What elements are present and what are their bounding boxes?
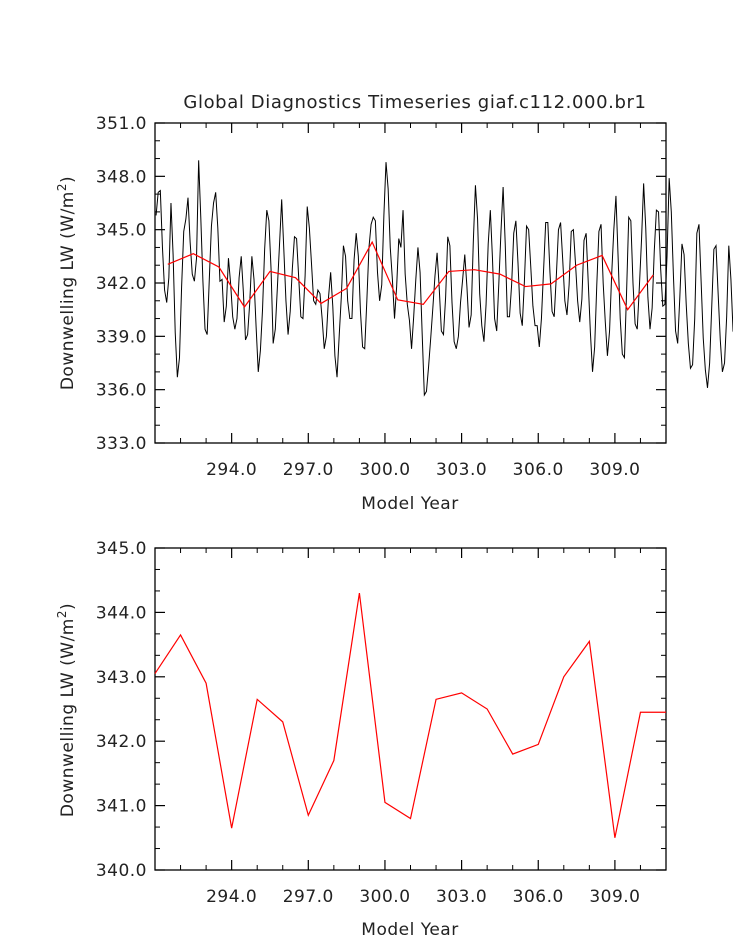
bottom-chart-x-tick-label: 303.0 [436,887,487,907]
top-chart-x-axis-label: Model Year [361,494,458,514]
bottom-chart-y-tick-label: 345.0 [96,539,147,559]
bottom-chart-y-tick-label: 343.0 [96,668,147,688]
bottom-chart-y-tick-label: 341.0 [96,797,147,817]
bottom-chart-x-tick-label: 300.0 [359,887,410,907]
top-chart-x-tick-label: 309.0 [589,460,640,480]
bottom-chart-y-axis-label: Downwelling LW (W/m2) [55,603,78,817]
top-chart-x-tick-label: 306.0 [513,460,564,480]
top-chart-y-tick-label: 339.0 [96,327,147,347]
top-chart-y-tick-label: 345.0 [96,221,147,241]
top-chart-annual-series [167,240,654,311]
top-chart-y-tick-label: 348.0 [96,167,147,187]
top-chart-y-tick-label: 336.0 [96,381,147,401]
bottom-chart-annual-series [154,592,666,838]
bottom-chart: 294.0 297.0 300.0 303.0 306.0 309.0 340.0 341.0… [55,539,667,940]
top-chart-x-tick-label: 303.0 [436,460,487,480]
top-chart-y-tick-label: 342.0 [96,274,147,294]
bottom-chart-x-tick-label: 306.0 [513,887,564,907]
bottom-chart-ticks [154,547,667,871]
top-chart-x-tick-label: 300.0 [359,460,410,480]
top-chart-y-tick-label: 351.0 [96,114,147,134]
top-chart-y-tick-label: 333.0 [96,434,147,454]
bottom-chart-x-axis-label: Model Year [361,920,458,940]
chart-title: Global Diagnostics Timeseries giaf.c112.… [183,92,646,113]
bottom-chart-y-tick-label: 342.0 [96,732,147,752]
bottom-chart-y-tick-label: 340.0 [96,861,147,881]
top-chart: Global Diagnostics Timeseries giaf.c112.… [55,92,733,514]
top-chart-x-tick-label: 294.0 [206,460,257,480]
top-chart-x-tick-label: 297.0 [283,460,334,480]
bottom-chart-x-tick-label: 294.0 [206,887,257,907]
bottom-chart-frame [154,547,667,871]
top-chart-monthly-series [155,160,733,397]
bottom-chart-y-tick-label: 344.0 [96,603,147,623]
top-chart-y-axis-label: Downwelling LW (W/m2) [55,176,78,390]
bottom-chart-x-tick-label: 297.0 [283,887,334,907]
bottom-chart-x-tick-label: 309.0 [589,887,640,907]
top-chart-tick-labels: 294.0 297.0 300.0 303.0 306.0 309.0 333.0 336.0… [96,114,640,480]
bottom-chart-tick-labels: 294.0 297.0 300.0 303.0 306.0 309.0 340.0 341.0… [96,539,640,907]
